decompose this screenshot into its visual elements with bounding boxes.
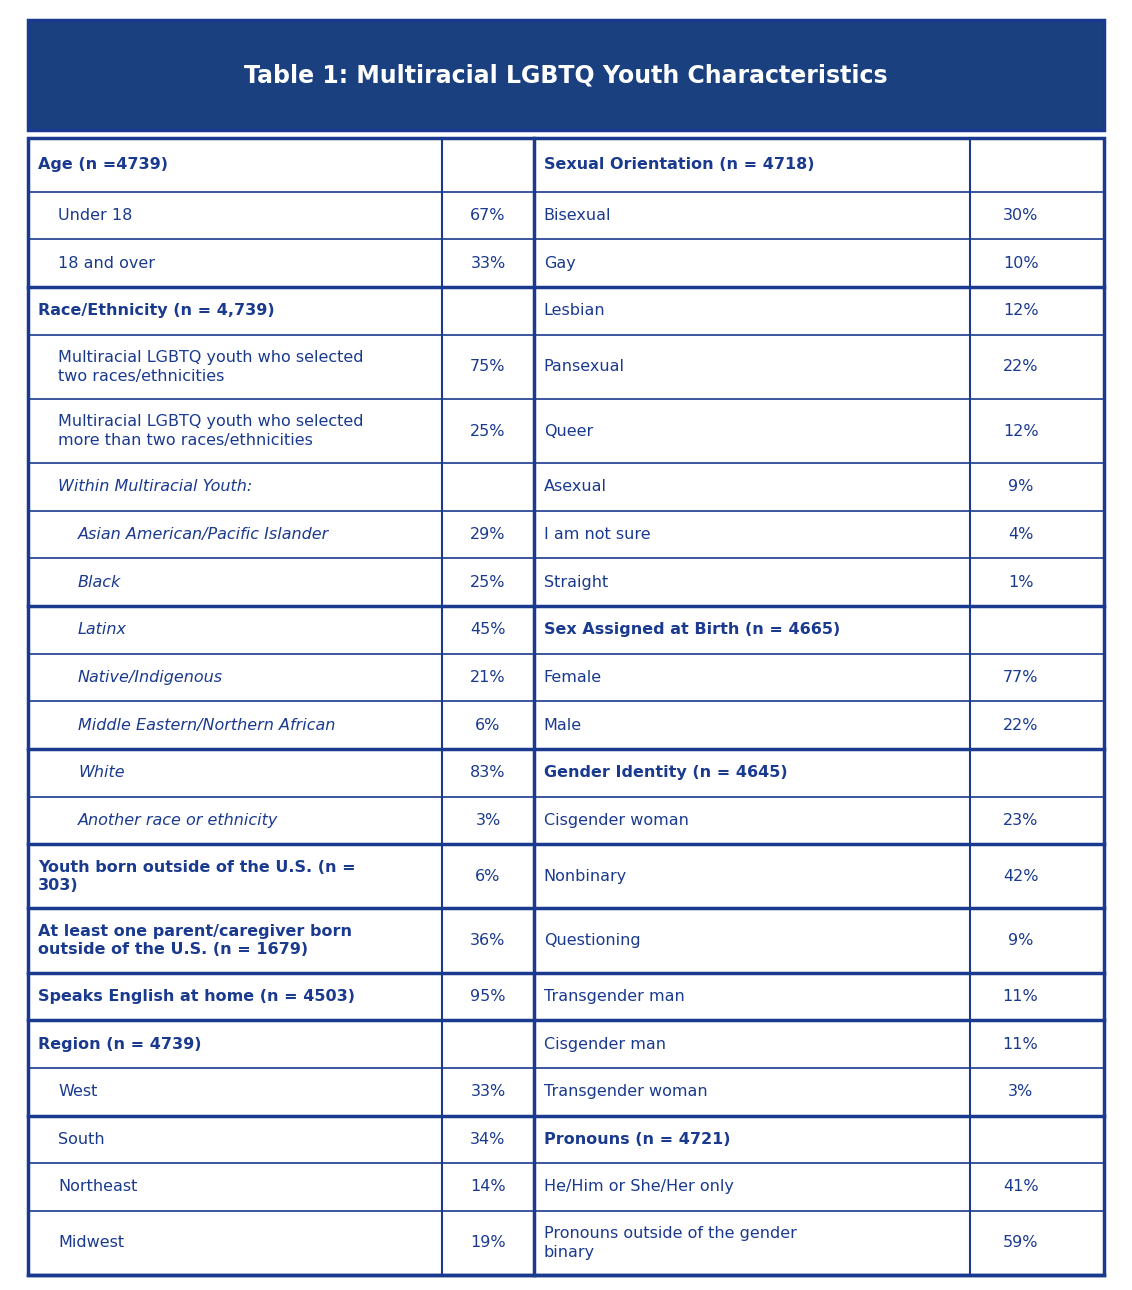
Text: Questioning: Questioning bbox=[543, 933, 641, 948]
Text: 9%: 9% bbox=[1007, 480, 1034, 494]
Text: Asexual: Asexual bbox=[543, 480, 607, 494]
Text: 4%: 4% bbox=[1007, 528, 1034, 542]
Text: White: White bbox=[78, 765, 125, 780]
Text: Cisgender man: Cisgender man bbox=[543, 1037, 666, 1051]
Text: 18 and over: 18 and over bbox=[58, 255, 155, 271]
Text: Region (n = 4739): Region (n = 4739) bbox=[38, 1037, 201, 1051]
Text: Speaks English at home (n = 4503): Speaks English at home (n = 4503) bbox=[38, 989, 355, 1004]
Text: Nonbinary: Nonbinary bbox=[543, 869, 627, 884]
Text: 14%: 14% bbox=[470, 1179, 506, 1195]
Text: 19%: 19% bbox=[470, 1236, 506, 1250]
Text: Queer: Queer bbox=[543, 423, 593, 439]
Text: 42%: 42% bbox=[1003, 869, 1038, 884]
Text: 21%: 21% bbox=[470, 670, 506, 685]
Text: Cisgender woman: Cisgender woman bbox=[543, 813, 688, 828]
Text: 11%: 11% bbox=[1003, 989, 1038, 1004]
Text: Latinx: Latinx bbox=[78, 622, 127, 637]
Text: Multiracial LGBTQ youth who selected
two races/ethnicities: Multiracial LGBTQ youth who selected two… bbox=[58, 350, 363, 383]
Text: He/Him or She/Her only: He/Him or She/Her only bbox=[543, 1179, 734, 1195]
Text: Sexual Orientation (n = 4718): Sexual Orientation (n = 4718) bbox=[543, 157, 814, 173]
Text: 12%: 12% bbox=[1003, 423, 1038, 439]
Text: Another race or ethnicity: Another race or ethnicity bbox=[78, 813, 278, 828]
Text: 10%: 10% bbox=[1003, 255, 1038, 271]
Text: Straight: Straight bbox=[543, 575, 608, 590]
Text: Youth born outside of the U.S. (n =
303): Youth born outside of the U.S. (n = 303) bbox=[38, 859, 355, 893]
Bar bbox=[28, 21, 1104, 130]
Text: Multiracial LGBTQ youth who selected
more than two races/ethnicities: Multiracial LGBTQ youth who selected mor… bbox=[58, 414, 363, 448]
Text: Under 18: Under 18 bbox=[58, 208, 132, 223]
Text: Gay: Gay bbox=[543, 255, 575, 271]
Text: 67%: 67% bbox=[470, 208, 506, 223]
Text: Gender Identity (n = 4645): Gender Identity (n = 4645) bbox=[543, 765, 788, 780]
Text: South: South bbox=[58, 1131, 104, 1147]
Text: 25%: 25% bbox=[470, 423, 506, 439]
Text: 25%: 25% bbox=[470, 575, 506, 590]
Text: Table 1: Multiracial LGBTQ Youth Characteristics: Table 1: Multiracial LGBTQ Youth Charact… bbox=[245, 63, 887, 86]
Text: I am not sure: I am not sure bbox=[543, 528, 651, 542]
Text: Race/Ethnicity (n = 4,739): Race/Ethnicity (n = 4,739) bbox=[38, 303, 275, 319]
Text: 30%: 30% bbox=[1003, 208, 1038, 223]
Text: 3%: 3% bbox=[475, 813, 500, 828]
Text: Bisexual: Bisexual bbox=[543, 208, 611, 223]
Text: 3%: 3% bbox=[1007, 1084, 1034, 1099]
Text: 12%: 12% bbox=[1003, 303, 1038, 319]
Text: Pronouns (n = 4721): Pronouns (n = 4721) bbox=[543, 1131, 730, 1147]
Bar bbox=[28, 138, 1104, 1275]
Text: Within Multiracial Youth:: Within Multiracial Youth: bbox=[58, 480, 252, 494]
Text: Midwest: Midwest bbox=[58, 1236, 125, 1250]
Text: 41%: 41% bbox=[1003, 1179, 1038, 1195]
Text: Transgender woman: Transgender woman bbox=[543, 1084, 708, 1099]
Text: 11%: 11% bbox=[1003, 1037, 1038, 1051]
Text: Middle Eastern/Northern African: Middle Eastern/Northern African bbox=[78, 717, 335, 733]
Text: 33%: 33% bbox=[471, 255, 506, 271]
Text: 22%: 22% bbox=[1003, 360, 1038, 374]
Text: 45%: 45% bbox=[470, 622, 506, 637]
Text: West: West bbox=[58, 1084, 97, 1099]
Text: Sex Assigned at Birth (n = 4665): Sex Assigned at Birth (n = 4665) bbox=[543, 622, 840, 637]
Text: 1%: 1% bbox=[1007, 575, 1034, 590]
Text: 75%: 75% bbox=[470, 360, 506, 374]
Text: 9%: 9% bbox=[1007, 933, 1034, 948]
Text: Female: Female bbox=[543, 670, 602, 685]
Text: At least one parent/caregiver born
outside of the U.S. (n = 1679): At least one parent/caregiver born outsi… bbox=[38, 924, 352, 957]
Text: Male: Male bbox=[543, 717, 582, 733]
Text: Age (n =4739): Age (n =4739) bbox=[38, 157, 168, 173]
Text: 95%: 95% bbox=[470, 989, 506, 1004]
Text: Pansexual: Pansexual bbox=[543, 360, 625, 374]
Text: Pronouns outside of the gender
binary: Pronouns outside of the gender binary bbox=[543, 1226, 797, 1260]
Text: 6%: 6% bbox=[475, 717, 500, 733]
Text: 34%: 34% bbox=[470, 1131, 506, 1147]
Text: Black: Black bbox=[78, 575, 121, 590]
Text: 29%: 29% bbox=[470, 528, 506, 542]
Text: 6%: 6% bbox=[475, 869, 500, 884]
Text: 77%: 77% bbox=[1003, 670, 1038, 685]
Text: 22%: 22% bbox=[1003, 717, 1038, 733]
Text: 36%: 36% bbox=[470, 933, 506, 948]
Text: 83%: 83% bbox=[470, 765, 506, 780]
Text: 23%: 23% bbox=[1003, 813, 1038, 828]
Text: Asian American/Pacific Islander: Asian American/Pacific Islander bbox=[78, 528, 329, 542]
Text: Lesbian: Lesbian bbox=[543, 303, 606, 319]
Text: Native/Indigenous: Native/Indigenous bbox=[78, 670, 223, 685]
Text: 59%: 59% bbox=[1003, 1236, 1038, 1250]
Text: 33%: 33% bbox=[471, 1084, 506, 1099]
Text: Transgender man: Transgender man bbox=[543, 989, 685, 1004]
Text: Northeast: Northeast bbox=[58, 1179, 137, 1195]
